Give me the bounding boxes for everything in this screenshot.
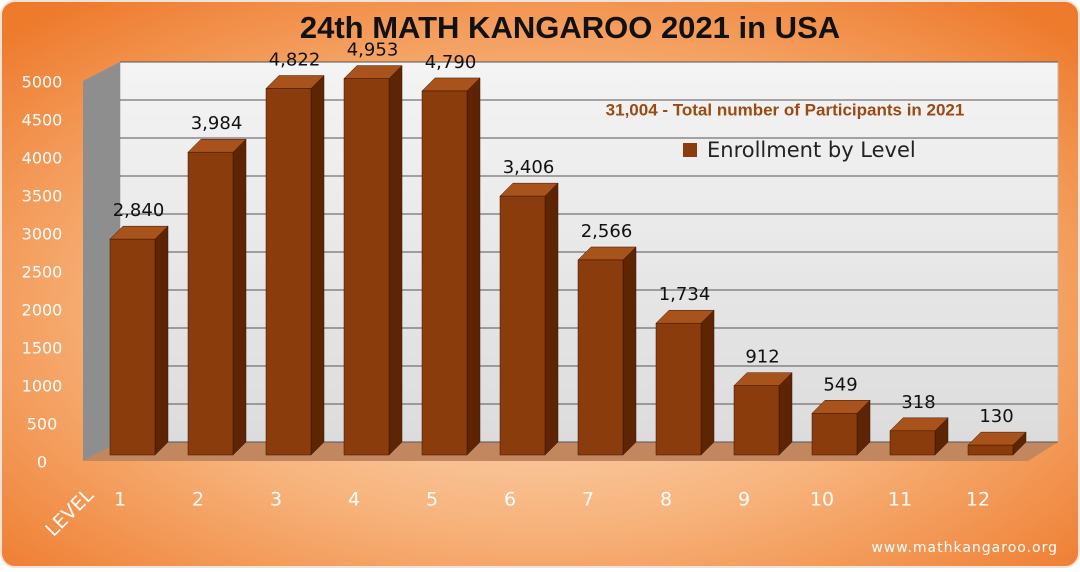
bar — [967, 431, 1027, 456]
bar — [811, 399, 871, 456]
bar — [889, 417, 949, 456]
bar-side — [388, 64, 403, 456]
bar-front — [655, 322, 702, 456]
value-label: 130 — [979, 406, 1013, 427]
value-label: 912 — [745, 347, 779, 368]
bar-side — [310, 74, 325, 456]
footer: www.mathkangaroo.org — [871, 540, 1058, 556]
bar-front — [967, 444, 1014, 456]
x-tick-label: 6 — [504, 489, 516, 511]
y-tick-label: 0 — [37, 453, 47, 472]
bar-side — [466, 77, 481, 456]
bar — [265, 74, 325, 456]
y-tick-label: 500 — [27, 415, 58, 434]
value-label: 1,734 — [659, 284, 711, 305]
y-tick-label: 1500 — [22, 339, 63, 358]
x-tick-label: 2 — [192, 489, 204, 511]
bar — [733, 372, 793, 456]
bar — [421, 77, 481, 456]
chart-title: 24th MATH KANGAROO 2021 in USA — [300, 10, 840, 45]
legend-label: Enrollment by Level — [707, 138, 916, 162]
bar — [499, 182, 559, 456]
x-tick-label: 9 — [738, 489, 750, 511]
value-label: 549 — [823, 374, 857, 395]
value-label: 4,953 — [347, 40, 399, 61]
bar-side — [544, 182, 559, 456]
bar-side — [700, 309, 715, 456]
bar — [655, 309, 715, 456]
y-tick-label: 4000 — [22, 149, 63, 168]
x-tick-label: 8 — [660, 489, 672, 511]
bar — [187, 138, 247, 456]
y-tick-label: 4500 — [22, 111, 63, 130]
value-label: 2,840 — [113, 200, 165, 221]
bar-front — [421, 90, 468, 456]
y-tick-label: 2000 — [22, 301, 63, 320]
bar — [577, 246, 637, 456]
bar-front — [577, 259, 624, 456]
bar — [343, 64, 403, 456]
x-tick-label: 3 — [270, 489, 282, 511]
x-tick-label: 4 — [348, 489, 360, 511]
x-tick-label: 12 — [966, 489, 990, 511]
bar — [109, 225, 169, 456]
y-tick-label: 3500 — [22, 187, 63, 206]
value-label: 4,790 — [425, 52, 477, 73]
bar-side — [232, 138, 247, 456]
bar-front — [811, 413, 858, 456]
bar-front — [733, 385, 780, 456]
annotation: 31,004 - Total number of Participants in… — [606, 100, 965, 119]
value-label: 318 — [901, 392, 935, 413]
y-tick-label: 2500 — [22, 263, 63, 282]
plot-area — [83, 61, 1059, 461]
bar-front — [499, 195, 546, 456]
bar-front — [265, 88, 312, 456]
bar-front — [343, 78, 390, 456]
y-tick-label: 5000 — [22, 73, 63, 92]
x-tick-label: 5 — [426, 489, 438, 511]
bar-side — [778, 372, 793, 456]
y-tick-label: 3000 — [22, 225, 63, 244]
bar-side — [154, 225, 169, 456]
x-tick-label: 11 — [888, 489, 912, 511]
value-label: 2,566 — [581, 221, 633, 242]
x-tick-label: 10 — [810, 489, 834, 511]
bar-front — [889, 430, 936, 456]
bar-side — [622, 246, 637, 456]
legend-swatch — [683, 143, 697, 157]
x-tick-label: 7 — [582, 489, 594, 511]
value-label: 3,984 — [191, 113, 243, 134]
value-label: 4,822 — [269, 50, 321, 71]
y-tick-label: 1000 — [22, 377, 63, 396]
bar-front — [109, 238, 156, 456]
x-tick-label: 1 — [114, 489, 126, 511]
value-label: 3,406 — [503, 157, 555, 178]
bar-front — [187, 151, 234, 456]
